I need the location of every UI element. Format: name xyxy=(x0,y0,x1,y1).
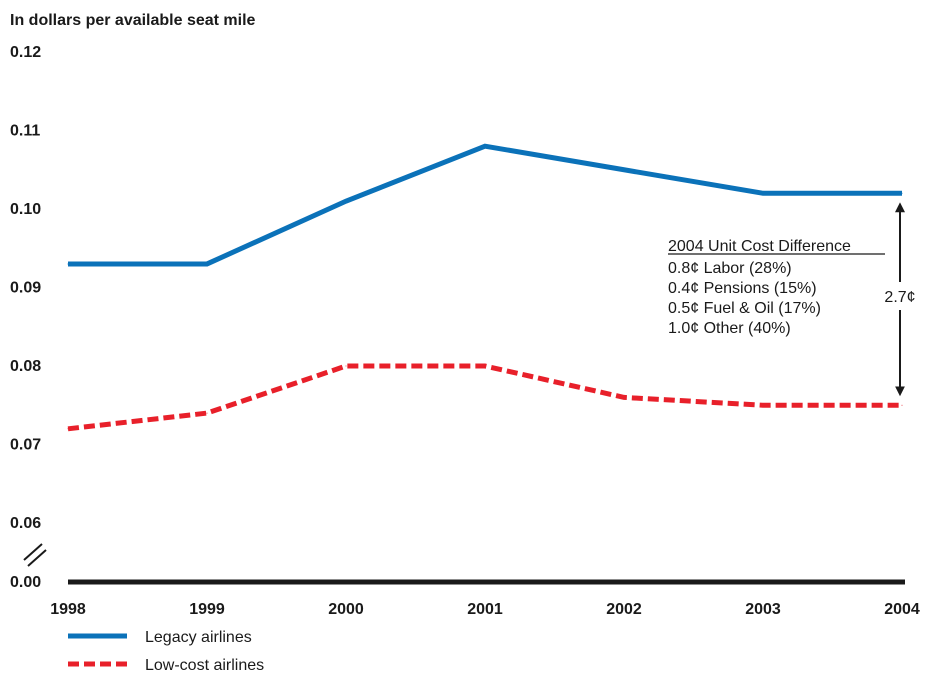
data-point xyxy=(345,200,347,202)
annotation-line: 0.8¢ Labor (28%) xyxy=(668,260,792,277)
x-axis-ticks: 1998 1999 2000 2001 2002 2003 2004 xyxy=(50,601,920,618)
data-point xyxy=(901,192,903,194)
data-point xyxy=(206,412,208,414)
axis-break-marker xyxy=(23,543,47,567)
y-axis-title: In dollars per available seat mile xyxy=(10,12,256,29)
y-tick-label: 0.06 xyxy=(10,515,41,532)
data-point xyxy=(484,145,486,147)
annotation-line: 0.5¢ Fuel & Oil (17%) xyxy=(668,300,821,317)
y-tick-label: 0.00 xyxy=(10,574,41,591)
annotation-heading: 2004 Unit Cost Difference xyxy=(668,238,851,255)
x-tick-label: 2003 xyxy=(745,601,781,618)
x-tick-label: 2001 xyxy=(467,601,503,618)
data-point xyxy=(206,263,208,265)
x-tick-label: 1999 xyxy=(189,601,225,618)
annotation-line: 1.0¢ Other (40%) xyxy=(668,320,791,337)
x-tick-label: 1998 xyxy=(50,601,86,618)
axis-break-stroke xyxy=(23,543,43,561)
data-point xyxy=(484,365,486,367)
cost-difference-annotation: 2.7¢ 2004 Unit Cost Difference 0.8¢ Labor … xyxy=(668,202,916,397)
axis-break-stroke xyxy=(27,549,47,567)
x-tick-label: 2000 xyxy=(328,601,364,618)
y-tick-label: 0.08 xyxy=(10,358,41,375)
x-tick-label: 2004 xyxy=(884,601,920,618)
data-point xyxy=(623,169,625,171)
legend-label: Low-cost airlines xyxy=(145,657,264,674)
y-tick-label: 0.07 xyxy=(10,437,41,454)
series-lines xyxy=(67,143,903,432)
data-point xyxy=(67,428,69,430)
data-point xyxy=(345,365,347,367)
data-point xyxy=(901,404,903,406)
y-axis-ticks: 0.12 0.11 0.10 0.09 0.08 0.07 0.06 0.00 xyxy=(10,44,41,591)
data-point xyxy=(762,404,764,406)
y-tick-label: 0.12 xyxy=(10,44,41,61)
legend: Legacy airlines Low-cost airlines xyxy=(68,629,264,674)
x-tick-label: 2002 xyxy=(606,601,642,618)
series-line-1 xyxy=(67,363,902,432)
y-tick-label: 0.10 xyxy=(10,201,41,218)
difference-label: 2.7¢ xyxy=(884,289,915,306)
legend-label: Legacy airlines xyxy=(145,629,252,646)
annotation-line: 0.4¢ Pensions (15%) xyxy=(668,280,817,297)
y-tick-label: 0.09 xyxy=(10,280,41,297)
y-tick-label: 0.11 xyxy=(10,123,40,140)
data-point xyxy=(623,396,625,398)
data-point xyxy=(762,192,764,194)
data-point xyxy=(67,263,69,265)
